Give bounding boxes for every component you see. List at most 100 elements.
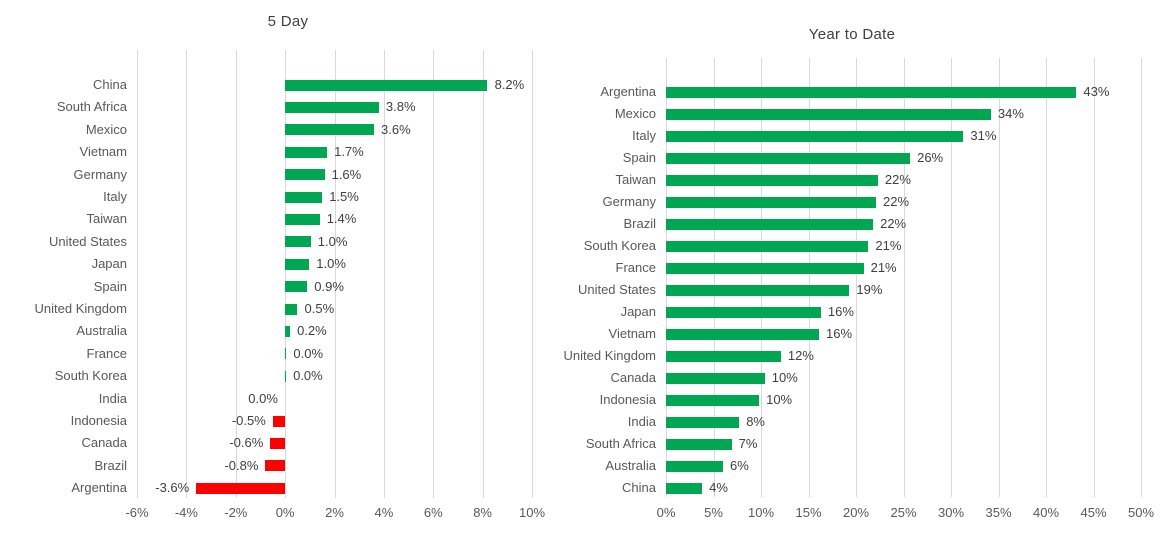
- positive-bar-indonesia: [666, 394, 760, 406]
- value-label: -0.5%: [231, 413, 266, 428]
- gridline: [433, 50, 435, 498]
- category-label: Taiwan: [615, 172, 656, 187]
- category-label: Japan: [620, 304, 656, 319]
- value-label: 3.6%: [381, 121, 411, 137]
- x-axis-tick-label: 50%: [1127, 505, 1155, 520]
- positive-bar-south-africa: [666, 438, 732, 450]
- gridline: [1046, 58, 1047, 497]
- gridline: [334, 50, 336, 498]
- category-label: United Kingdom: [34, 301, 128, 316]
- gridline: [1141, 58, 1142, 497]
- positive-bar-vietnam: [285, 146, 328, 158]
- value-label: 21%: [870, 260, 897, 275]
- category-label: Mexico: [85, 121, 127, 137]
- value-label: 22%: [883, 194, 910, 209]
- category-label: Canada: [610, 370, 656, 385]
- category-label: Indonesia: [599, 392, 656, 407]
- value-label: -0.6%: [229, 435, 264, 451]
- positive-bar-brazil: [666, 218, 874, 230]
- value-label: 0.2%: [297, 323, 327, 339]
- value-label: 12%: [787, 348, 814, 363]
- positive-bar-taiwan: [285, 213, 320, 225]
- value-label: 0.0%: [293, 368, 323, 384]
- negative-bar-brazil: [265, 460, 286, 472]
- gridline: [903, 58, 905, 497]
- positive-bar-united-states: [285, 236, 311, 248]
- positive-bar-australia: [666, 460, 723, 472]
- gridline: [808, 58, 810, 497]
- positive-bar-india: [666, 416, 740, 428]
- category-label: South Africa: [56, 99, 127, 115]
- gridline: [482, 50, 484, 498]
- category-label: Spain: [93, 278, 127, 294]
- positive-bar-south-korea: [666, 240, 869, 252]
- value-label: 10%: [771, 370, 798, 385]
- category-label: Taiwan: [86, 211, 127, 227]
- x-axis-tick-label: 4%: [374, 505, 394, 520]
- x-axis-tick-label: 0%: [656, 505, 676, 520]
- value-label: 22%: [884, 172, 911, 187]
- value-label: 31%: [970, 128, 997, 143]
- x-axis-tick-label: 5%: [704, 505, 723, 520]
- category-label: China: [93, 77, 127, 92]
- category-label: South Africa: [585, 436, 656, 451]
- category-label: Italy: [103, 189, 127, 204]
- category-label: United States: [48, 233, 127, 249]
- category-label: China: [622, 480, 656, 495]
- positive-bar-canada: [666, 372, 765, 384]
- positive-bar-united-states: [666, 284, 850, 296]
- positive-bar-france: [666, 262, 864, 274]
- x-axis-tick-label: 45%: [1080, 505, 1107, 520]
- x-axis-tick-label: -4%: [174, 505, 198, 520]
- positive-bar-australia: [285, 325, 290, 337]
- value-label: 43%: [1083, 84, 1110, 99]
- category-label: Mexico: [614, 106, 656, 121]
- category-label: Canada: [81, 435, 127, 451]
- positive-bar-united-kingdom: [666, 350, 781, 362]
- gridline: [137, 50, 138, 498]
- negative-bar-canada: [270, 437, 286, 449]
- category-label: France: [615, 260, 656, 275]
- value-label: 1.0%: [316, 256, 346, 272]
- category-label: Argentina: [71, 480, 127, 496]
- positive-bar-japan: [666, 306, 821, 318]
- value-label: 16%: [827, 304, 854, 319]
- category-label: Brazil: [623, 216, 656, 231]
- gridline: [666, 58, 667, 497]
- value-label: 4%: [709, 480, 728, 495]
- year-to-date-chart: Year to Date 0% 5% 10% 15% 20% 25% 30% 35% 40% 45…: [564, 0, 1164, 542]
- category-label: India: [98, 390, 127, 406]
- category-label: South Korea: [54, 368, 127, 384]
- year-to-date-plot-area: 0% 5% 10% 15% 20% 25% 30% 35% 40% 45% 50% Argentina…: [564, 0, 1164, 542]
- value-label: -0.8%: [224, 457, 259, 473]
- x-axis-tick-label: 20%: [842, 505, 870, 520]
- gridline: [235, 50, 237, 498]
- positive-bar-mexico: [285, 124, 374, 136]
- negative-bar-indonesia: [272, 415, 286, 427]
- category-label: Vietnam: [79, 144, 127, 160]
- year-to-date-chart-title: Year to Date: [808, 26, 896, 43]
- x-axis-tick-label: 2%: [325, 505, 344, 520]
- five-day-plot-area: -6% -4% -2% 0% 2% 4% 6% 8% 10% China 8.2% South Afr…: [0, 0, 565, 542]
- category-label: Vietnam: [608, 326, 656, 341]
- category-label: Indonesia: [70, 413, 127, 428]
- x-axis-tick-label: -6%: [125, 505, 149, 520]
- category-label: United States: [577, 282, 656, 297]
- x-axis-tick-label: 8%: [473, 505, 492, 520]
- value-label: -3.6%: [155, 480, 190, 496]
- value-label: 1.5%: [329, 189, 359, 204]
- category-label: France: [86, 345, 127, 361]
- value-label: 1.4%: [326, 211, 357, 227]
- value-label: 0.0%: [293, 345, 324, 361]
- gridline: [761, 58, 762, 497]
- value-label: 16%: [826, 326, 853, 341]
- x-axis-tick-label: 0%: [275, 505, 295, 520]
- positive-bar-vietnam: [666, 328, 819, 340]
- gridline: [856, 58, 857, 497]
- x-axis-tick-label: 10%: [518, 505, 546, 520]
- category-label: Spain: [622, 150, 656, 165]
- positive-bar-germany: [285, 169, 325, 181]
- value-label: 1.0%: [317, 233, 348, 249]
- x-axis-tick-label: 10%: [747, 505, 775, 520]
- positive-bar-germany: [666, 196, 876, 208]
